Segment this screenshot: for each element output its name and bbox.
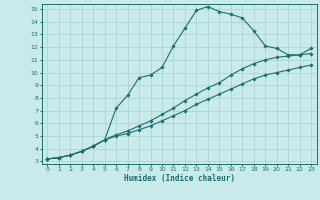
X-axis label: Humidex (Indice chaleur): Humidex (Indice chaleur)	[124, 174, 235, 183]
